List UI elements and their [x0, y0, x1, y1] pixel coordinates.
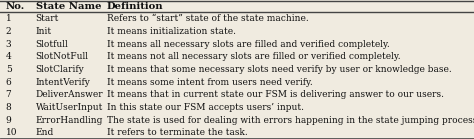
Text: 2: 2 [6, 27, 11, 36]
Text: 10: 10 [6, 128, 17, 137]
Text: 5: 5 [6, 65, 11, 74]
Text: 7: 7 [6, 90, 11, 99]
Text: State Name: State Name [36, 2, 101, 11]
Text: It means initialization state.: It means initialization state. [107, 27, 236, 36]
Text: 9: 9 [6, 116, 11, 125]
Text: WaitUserInput: WaitUserInput [36, 103, 103, 112]
Text: 1: 1 [6, 14, 11, 23]
Text: Definition: Definition [107, 2, 163, 11]
Text: IntentVerify: IntentVerify [36, 78, 91, 87]
Text: SlotNotFull: SlotNotFull [36, 52, 89, 61]
Text: 8: 8 [6, 103, 11, 112]
Text: It means that in current state our FSM is delivering answer to our users.: It means that in current state our FSM i… [107, 90, 444, 99]
Text: 3: 3 [6, 40, 11, 49]
Text: In this state our FSM accepts users’ input.: In this state our FSM accepts users’ inp… [107, 103, 304, 112]
Text: It refers to terminate the task.: It refers to terminate the task. [107, 128, 247, 137]
Text: It means some intent from users need verify.: It means some intent from users need ver… [107, 78, 312, 87]
Text: 4: 4 [6, 52, 11, 61]
Text: SlotClarify: SlotClarify [36, 65, 84, 74]
Text: End: End [36, 128, 54, 137]
Text: Slotfull: Slotfull [36, 40, 68, 49]
Text: 6: 6 [6, 78, 11, 87]
Text: It means all necessary slots are filled and verified completely.: It means all necessary slots are filled … [107, 40, 390, 49]
Text: DeliverAnswer: DeliverAnswer [36, 90, 103, 99]
Text: ErrorHandling: ErrorHandling [36, 116, 103, 125]
Text: The state is used for dealing with errors happening in the state jumping process: The state is used for dealing with error… [107, 116, 474, 125]
Text: It means that some necessary slots need verify by user or knowledge base.: It means that some necessary slots need … [107, 65, 451, 74]
Text: Refers to “start” state of the state machine.: Refers to “start” state of the state mac… [107, 14, 309, 23]
Text: Start: Start [36, 14, 59, 23]
Text: Init: Init [36, 27, 52, 36]
Text: No.: No. [6, 2, 25, 11]
Text: It means not all necessary slots are filled or verified completely.: It means not all necessary slots are fil… [107, 52, 400, 61]
